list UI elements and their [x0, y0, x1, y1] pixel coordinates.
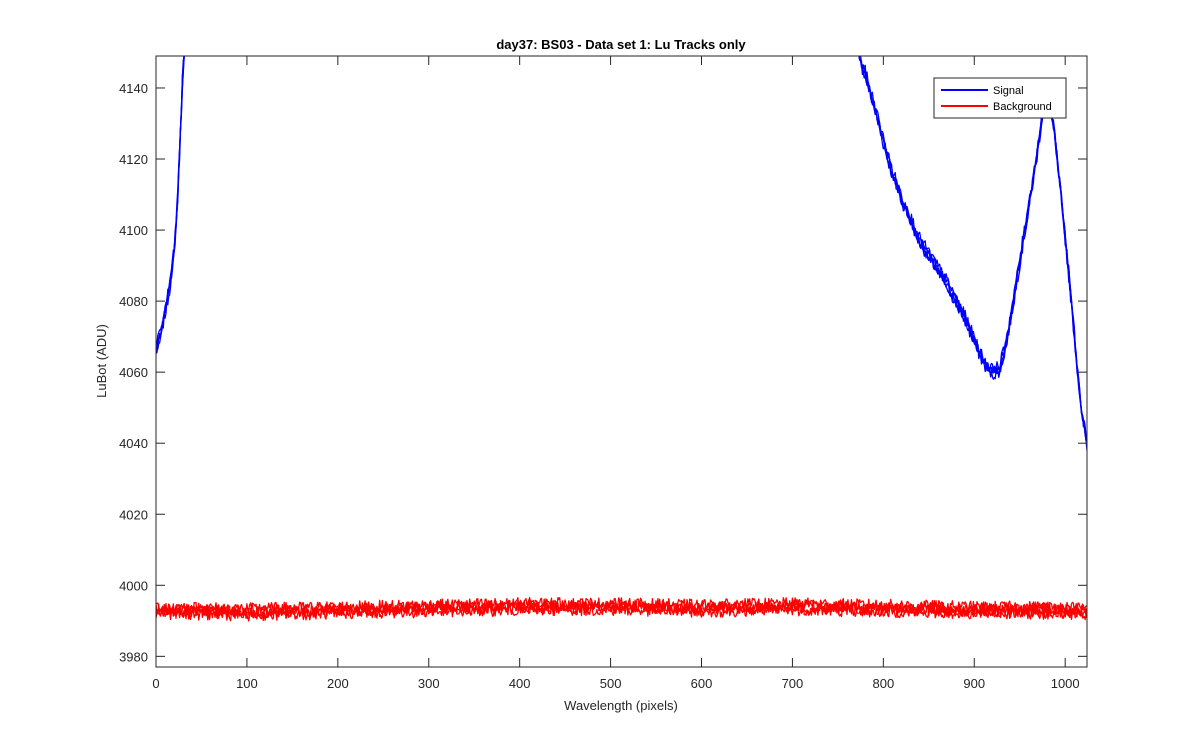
x-tick-label-600: 600 — [691, 676, 713, 691]
plot-area-background — [156, 56, 1087, 667]
y-tick-label-4080: 4080 — [119, 294, 148, 309]
x-tick-label-700: 700 — [782, 676, 804, 691]
legend: Signal Background — [933, 77, 1067, 119]
legend-label-signal: Signal — [993, 85, 1024, 97]
series-line-background-4 — [156, 596, 1087, 615]
legend-box — [933, 77, 1067, 119]
y-tick-label-4100: 4100 — [119, 223, 148, 238]
y-tick-label-3980: 3980 — [119, 649, 148, 664]
y-tick-label-4020: 4020 — [119, 507, 148, 522]
x-tick-label-900: 900 — [963, 676, 985, 691]
y-tick-label-4040: 4040 — [119, 436, 148, 451]
y-tick-label-4000: 4000 — [119, 578, 148, 593]
x-tick-label-0: 0 — [152, 676, 159, 691]
y-tick-label-4120: 4120 — [119, 152, 148, 167]
x-tick-label-800: 800 — [872, 676, 894, 691]
x-axis-label: Wavelength (pixels) — [564, 698, 678, 713]
x-tick-label-300: 300 — [418, 676, 440, 691]
x-tick-label-1000: 1000 — [1051, 676, 1080, 691]
y-tick-label-4060: 4060 — [119, 365, 148, 380]
x-tick-label-400: 400 — [509, 676, 531, 691]
series-layer — [156, 56, 1087, 622]
x-tick-label-100: 100 — [236, 676, 258, 691]
x-tick-label-500: 500 — [600, 676, 622, 691]
chart-title: day37: BS03 - Data set 1: Lu Tracks only — [496, 37, 746, 52]
series-line-signal-4-seg1 — [156, 56, 185, 346]
y-tick-label-4140: 4140 — [119, 81, 148, 96]
x-tick-label-200: 200 — [327, 676, 349, 691]
plot-area-frame — [155, 55, 1088, 668]
ticks-layer: 0 100 200 300 400 500 600 700 800 900 1000 3980 4000… — [119, 56, 1087, 691]
y-axis-label: LuBot (ADU) — [94, 324, 109, 398]
legend-label-background: Background — [993, 101, 1052, 113]
